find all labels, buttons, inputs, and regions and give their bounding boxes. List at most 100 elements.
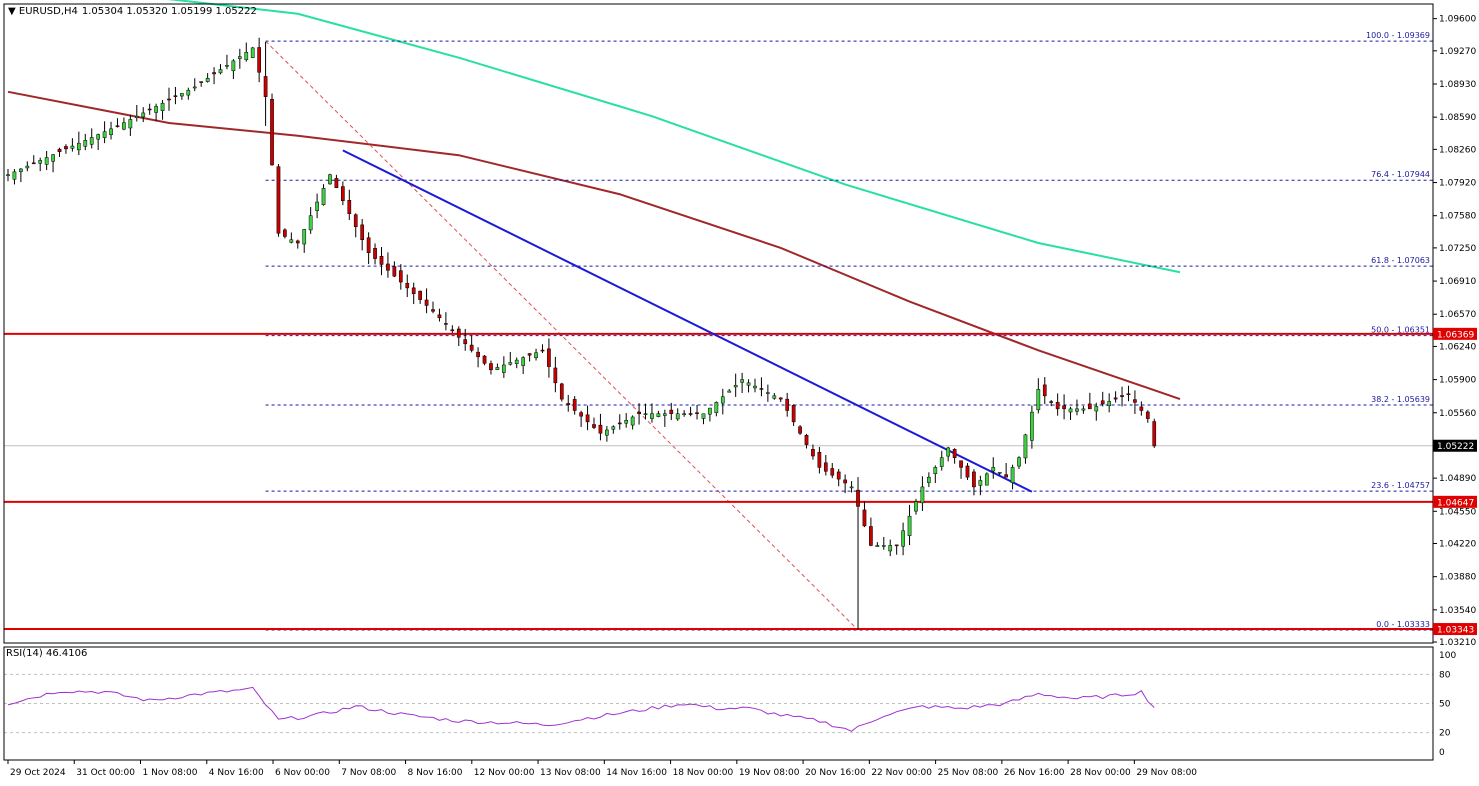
- candle-body: [1094, 406, 1099, 412]
- candle-body: [173, 95, 178, 97]
- candle-body: [579, 412, 583, 417]
- candle-body: [849, 486, 854, 489]
- y-tick-label: 1.08930: [1439, 80, 1476, 90]
- candle-body: [927, 476, 931, 483]
- fib-diagonal: [265, 40, 859, 631]
- rsi-frame: [3, 646, 1434, 761]
- level-price-tag: [1433, 327, 1477, 340]
- candle-body: [566, 403, 571, 406]
- candle-body: [688, 413, 693, 415]
- y-tick-label: 1.06570: [1439, 310, 1476, 320]
- x-tick-label: 14 Nov 16:00: [606, 768, 667, 778]
- candle-body: [257, 47, 261, 73]
- candle-body: [894, 544, 899, 547]
- level-price-label: 1.03343: [1437, 626, 1474, 636]
- candle-body: [766, 392, 770, 394]
- candle-body: [392, 266, 397, 277]
- candle-body: [225, 64, 229, 67]
- candle-body: [740, 379, 744, 383]
- candle-body: [959, 460, 963, 468]
- rsi-panel[interactable]: [4, 673, 1433, 734]
- candle-body: [521, 357, 526, 366]
- candle-body: [598, 424, 603, 434]
- candle-body: [212, 72, 216, 75]
- fib-level-label: 23.6 - 1.04757: [1371, 481, 1430, 490]
- candle-body: [237, 56, 242, 59]
- candle-body: [862, 509, 867, 527]
- candle-body: [1030, 411, 1034, 441]
- candle-body: [70, 145, 75, 149]
- y-tick-label: 1.05900: [1439, 376, 1476, 386]
- price-frame: [3, 3, 1434, 644]
- candle-body: [1062, 405, 1066, 410]
- candle-body: [231, 60, 236, 72]
- candle-body: [64, 146, 68, 150]
- candle-body: [96, 134, 101, 140]
- candle-body: [167, 98, 171, 101]
- candle-body: [431, 309, 435, 312]
- rsi-tick-label: 50: [1439, 700, 1451, 710]
- ema-fast-line: [7, 90, 1181, 401]
- y-tick-label: 1.06910: [1439, 277, 1476, 287]
- candle-body: [373, 248, 377, 259]
- candle-body: [946, 447, 951, 457]
- rsi-tick-label: 20: [1439, 729, 1451, 739]
- y-tick-label: 1.04890: [1439, 474, 1476, 484]
- candle-body: [12, 171, 17, 180]
- x-tick-label: 18 Nov 00:00: [673, 768, 734, 778]
- candle-body: [379, 256, 384, 265]
- candle-body: [785, 398, 790, 411]
- fib-level-label: 50.0 - 1.06351: [1371, 326, 1430, 335]
- price-chart[interactable]: 100.0 - 1.09369 76.4 - 1.07944 61.8 - 1.07…: [4, 0, 1433, 631]
- candle-body: [347, 200, 352, 214]
- candle-body: [192, 86, 197, 89]
- candle-body: [540, 349, 545, 352]
- ema-slow-line: [166, 0, 1181, 274]
- candle-body: [1087, 403, 1092, 410]
- candle-body: [791, 405, 796, 423]
- y-tick-label: 1.07580: [1439, 212, 1476, 222]
- y-tick-label: 1.07920: [1439, 179, 1476, 189]
- candle-body: [804, 435, 809, 445]
- candle-body: [302, 229, 307, 245]
- candle-body: [147, 108, 152, 111]
- candle-body: [527, 353, 532, 356]
- y-tick-label: 1.09600: [1439, 15, 1476, 25]
- candle-body: [617, 422, 622, 425]
- candle-body: [398, 270, 403, 283]
- rsi-tick-label: 80: [1439, 670, 1451, 680]
- x-tick-label: 29 Nov 08:00: [1136, 768, 1197, 778]
- candle-body: [637, 411, 641, 414]
- candle-body: [276, 166, 281, 234]
- candle-body: [89, 137, 94, 145]
- x-tick-label: 8 Nov 16:00: [408, 768, 463, 778]
- candle-body: [501, 364, 506, 373]
- candle-body: [463, 339, 468, 345]
- candle-body: [482, 355, 487, 364]
- candle-body: [1139, 406, 1144, 411]
- candle-body: [109, 128, 113, 136]
- candle-body: [1152, 421, 1157, 447]
- candle-body: [405, 283, 410, 289]
- candle-body: [115, 125, 120, 128]
- candle-body: [1120, 395, 1124, 397]
- candle-body: [714, 402, 719, 413]
- candle-body: [534, 352, 538, 359]
- candle-body: [263, 76, 268, 97]
- candle-body: [933, 467, 938, 474]
- candle-body: [914, 501, 918, 512]
- y-tick-label: 1.04550: [1439, 507, 1476, 517]
- candle-body: [746, 382, 751, 386]
- candle-body: [250, 47, 255, 58]
- candle-body: [1017, 457, 1021, 467]
- x-tick-label: 12 Nov 00:00: [474, 768, 535, 778]
- candle-body: [611, 426, 616, 430]
- fib-level-label: 61.8 - 1.07063: [1371, 256, 1430, 265]
- candle-body: [662, 413, 667, 416]
- candle-body: [1075, 408, 1079, 412]
- candle-body: [186, 89, 191, 96]
- candle-body: [1023, 434, 1028, 459]
- candle-body: [592, 424, 596, 428]
- candle-body: [57, 148, 62, 153]
